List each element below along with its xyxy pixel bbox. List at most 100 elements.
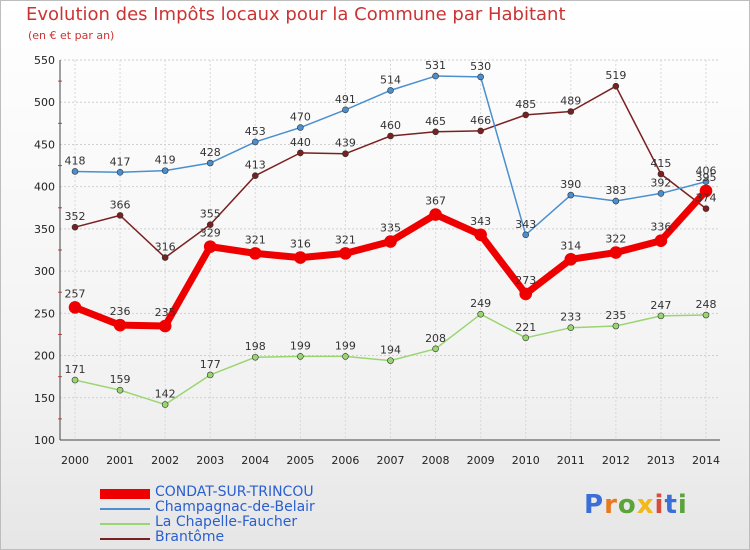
data-point-condat-2004	[248, 247, 262, 260]
data-point-condat-2000	[68, 301, 82, 314]
legend-swatch-brantome	[100, 538, 150, 540]
data-point-champagnac-2013	[657, 190, 665, 197]
data-label-champagnac-2009: 530	[470, 60, 491, 73]
data-point-condat-2010	[519, 287, 533, 301]
logo-letter: o	[617, 490, 637, 520]
logo-letter: P	[584, 490, 605, 520]
data-label-condat-2011: 314	[560, 239, 581, 252]
legend-item-champagnac: Champagnac-de-Belair	[100, 499, 380, 517]
data-label-condat-2006: 321	[335, 233, 356, 246]
data-label-brantome-2002: 316	[155, 241, 176, 254]
data-point-condat-2007	[384, 235, 397, 248]
data-point-chapelle-2010	[522, 334, 530, 342]
data-point-chapelle-2011	[567, 324, 575, 331]
data-point-brantome-2008	[432, 128, 439, 136]
data-point-chapelle-2001	[116, 386, 124, 394]
data-point-brantome-2010	[522, 111, 530, 119]
data-point-brantome-2006	[342, 150, 349, 158]
data-label-chapelle-2004: 198	[245, 340, 266, 353]
data-point-condat-2011	[564, 252, 578, 266]
x-tick-label-2004: 2004	[241, 454, 269, 467]
x-tick-label-2014: 2014	[692, 454, 720, 467]
data-label-brantome-2014: 374	[696, 192, 717, 205]
data-point-condat-2002	[158, 319, 172, 333]
x-tick-label-2005: 2005	[286, 454, 314, 467]
data-point-champagnac-2003	[206, 159, 214, 167]
data-label-brantome-2005: 440	[290, 136, 311, 149]
data-point-brantome-2004	[251, 172, 259, 179]
data-point-condat-2013	[654, 234, 668, 248]
data-label-condat-2008: 367	[425, 195, 446, 208]
x-tick-label-2010: 2010	[512, 454, 540, 467]
data-point-champagnac-2011	[567, 191, 575, 199]
data-label-champagnac-2001: 417	[110, 155, 131, 168]
data-label-chapelle-2002: 142	[155, 388, 176, 401]
data-point-chapelle-2005	[297, 353, 304, 360]
data-label-champagnac-2005: 470	[290, 111, 311, 124]
data-point-chapelle-2014	[702, 311, 710, 319]
data-point-brantome-2001	[116, 212, 124, 219]
legend-label-brantome: Brantôme	[155, 529, 225, 545]
x-tick-label-2007: 2007	[377, 454, 405, 467]
data-label-brantome-2009: 466	[470, 114, 491, 127]
data-label-condat-2001: 236	[110, 305, 131, 318]
data-point-brantome-2003	[206, 221, 214, 228]
data-point-champagnac-2007	[387, 87, 394, 94]
legend-item-chapelle: La Chapelle-Faucher	[100, 514, 380, 532]
y-tick-label-400: 400	[34, 181, 55, 194]
data-point-condat-2012	[609, 246, 623, 259]
legend-label-condat: CONDAT-SUR-TRINCOU	[155, 484, 314, 500]
data-point-brantome-2012	[612, 82, 620, 90]
data-label-chapelle-2012: 235	[605, 309, 626, 322]
proxiti-logo: Proxiti	[584, 490, 688, 520]
data-point-champagnac-2002	[161, 167, 169, 174]
data-label-chapelle-2013: 247	[650, 299, 671, 312]
data-point-champagnac-2004	[251, 138, 259, 146]
data-point-brantome-2009	[477, 127, 484, 135]
chart-title: Evolution des Impôts locaux pour la Comm…	[26, 4, 566, 25]
data-label-champagnac-2010: 343	[515, 218, 536, 231]
data-label-chapelle-2010: 221	[515, 321, 536, 334]
logo-letter: x	[636, 490, 655, 520]
data-label-condat-2014: 395	[696, 171, 717, 184]
data-label-chapelle-2009: 249	[470, 297, 491, 310]
data-label-brantome-2010: 485	[515, 98, 536, 111]
data-point-chapelle-2002	[161, 401, 169, 408]
data-label-condat-2012: 322	[605, 233, 626, 246]
data-label-brantome-2000: 352	[65, 210, 86, 223]
data-label-brantome-2008: 465	[425, 115, 446, 128]
axis-layer: 100 150 200 250 300 350 400 450 500 550 2000 2001 20…	[34, 54, 720, 467]
legend-swatch-condat	[100, 489, 150, 499]
data-label-brantome-2006: 439	[335, 137, 356, 150]
data-point-condat-2001	[113, 318, 127, 332]
legend-swatch-chapelle	[100, 523, 150, 525]
data-point-chapelle-2008	[432, 345, 439, 353]
x-tick-label-2008: 2008	[422, 454, 450, 467]
data-label-champagnac-2011: 390	[560, 178, 581, 191]
data-label-condat-2003: 329	[200, 227, 221, 240]
data-point-brantome-2007	[387, 132, 394, 140]
data-label-chapelle-2001: 159	[110, 373, 131, 386]
data-label-chapelle-2000: 171	[65, 363, 86, 376]
data-point-brantome-2014	[702, 205, 710, 212]
data-label-condat-2009: 343	[470, 215, 491, 228]
data-point-champagnac-2006	[342, 106, 349, 114]
data-point-champagnac-2008	[432, 72, 439, 80]
data-label-condat-2007: 335	[380, 222, 401, 235]
x-tick-label-2011: 2011	[557, 454, 585, 467]
data-point-condat-2003	[203, 240, 217, 253]
x-tick-label-2001: 2001	[106, 454, 134, 467]
data-point-chapelle-2003	[206, 371, 214, 379]
data-point-brantome-2005	[297, 149, 304, 157]
data-point-brantome-2011	[567, 108, 575, 115]
legend-item-brantome: Brantôme	[100, 529, 380, 547]
data-label-condat-2004: 321	[245, 233, 266, 246]
logo-letter: i	[654, 490, 665, 520]
legend-label-chapelle: La Chapelle-Faucher	[155, 514, 298, 530]
data-point-chapelle-2004	[251, 353, 259, 361]
data-label-chapelle-2006: 199	[335, 339, 356, 352]
data-point-condat-2006	[339, 247, 352, 260]
y-tick-label-300: 300	[34, 265, 55, 278]
data-label-champagnac-2012: 383	[605, 184, 626, 197]
